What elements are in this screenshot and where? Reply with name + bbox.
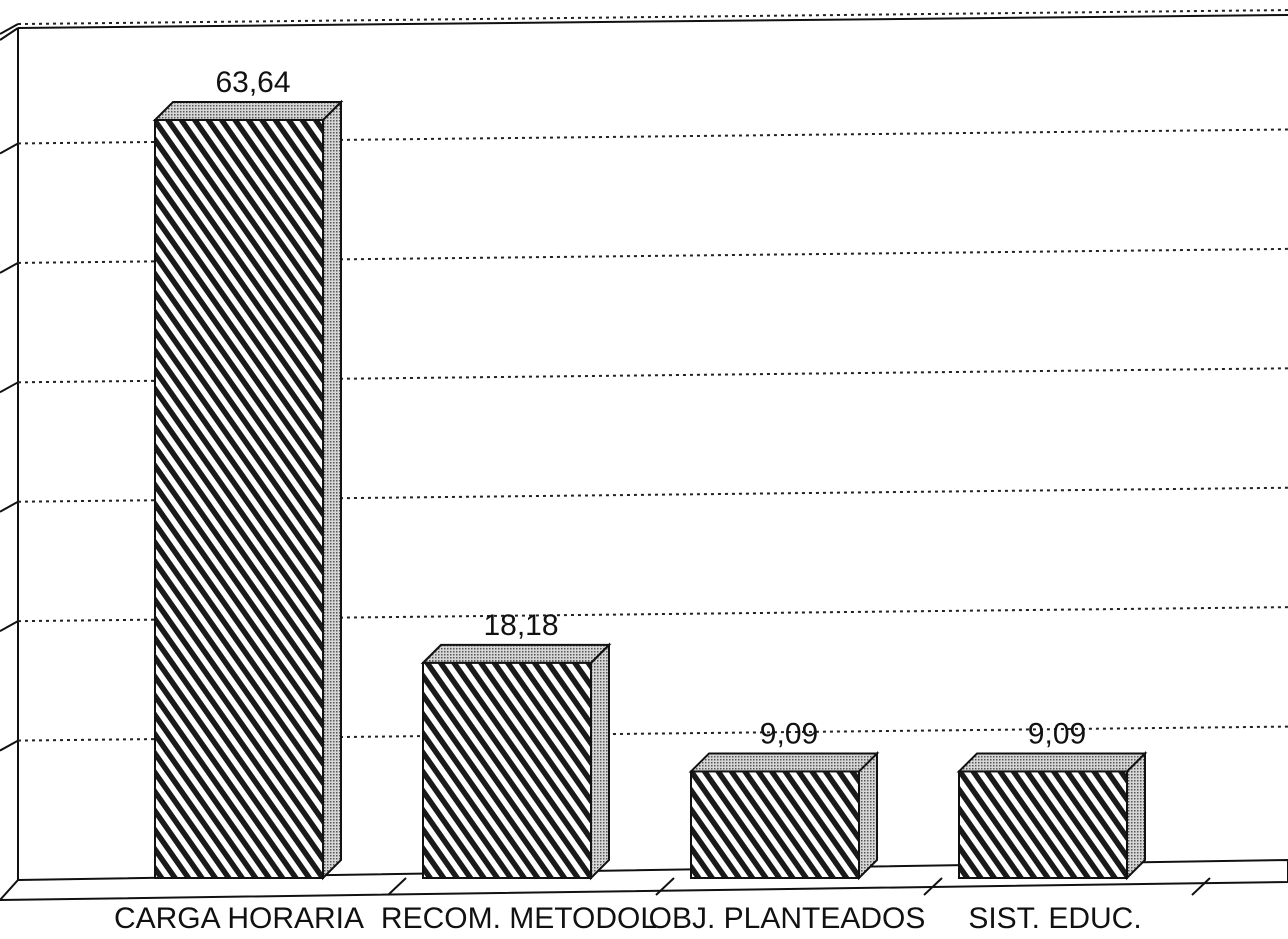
plot-top-edge	[17, 14, 1288, 29]
y-tick-mark	[0, 739, 19, 752]
y-tick-mark	[0, 381, 19, 394]
value-label: 9,09	[1028, 717, 1086, 750]
bar-top-face	[688, 752, 880, 773]
bar	[152, 99, 344, 881]
category-label: SIST. EDUC.	[968, 902, 1141, 935]
bar-side-face	[322, 99, 342, 881]
bar-side-face	[858, 751, 878, 881]
floor-divider	[923, 877, 943, 896]
bar-side-face	[590, 642, 610, 881]
value-label: 9,09	[760, 717, 818, 750]
floor-divider	[1191, 877, 1211, 896]
bar-front-face	[422, 661, 592, 879]
floor-divider	[655, 877, 675, 896]
category-label: CARGA HORARIA	[114, 902, 364, 935]
bar-top-face	[152, 101, 344, 121]
y-tick-mark	[0, 23, 19, 35]
bar-side-face	[1126, 751, 1146, 881]
plot-frame	[0, 14, 1288, 880]
y-tick-mark	[0, 142, 19, 155]
bar-top-face	[956, 752, 1148, 773]
bar-top-face	[420, 643, 612, 664]
y-tick-mark	[0, 500, 19, 513]
bar	[688, 751, 880, 881]
bar-front-face	[690, 770, 860, 879]
category-label: RECOM. METODOL	[381, 902, 657, 935]
category-label: OBJ. PLANTEADOS	[649, 902, 926, 935]
bars	[152, 99, 1148, 881]
value-label: 18,18	[483, 609, 558, 642]
gridline	[17, 9, 1288, 26]
floor-divider	[387, 877, 407, 896]
y-tick-mark	[0, 262, 19, 274]
value-labels: 63,64 18,18 9,09 9,09	[215, 66, 1086, 750]
bar	[420, 642, 612, 881]
bar-front-face	[154, 119, 324, 879]
value-label: 63,64	[215, 66, 290, 99]
bar-front-face	[958, 770, 1128, 879]
y-tick-mark	[0, 620, 19, 633]
bar	[956, 751, 1148, 881]
plot-corner-edge	[0, 27, 19, 41]
